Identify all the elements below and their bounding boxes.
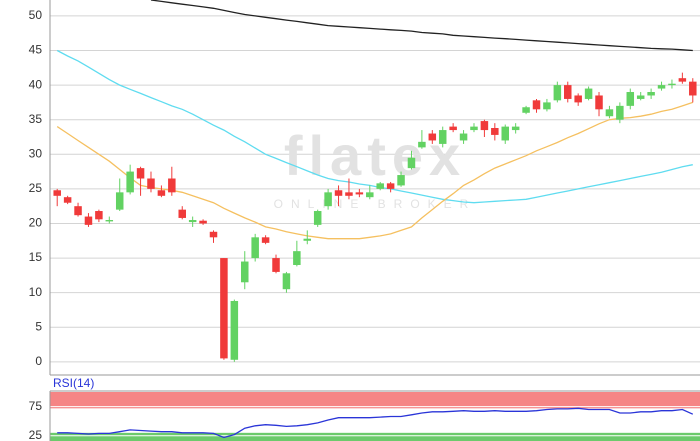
candle-body [261, 237, 270, 243]
y-tick-label: 30 [29, 146, 43, 160]
moving-average [150, 0, 693, 52]
candle-body [251, 237, 259, 259]
candle-body [355, 192, 364, 195]
candle-body [626, 92, 635, 106]
y-tick-label: 75 [29, 399, 43, 413]
y-tick-label: 40 [29, 77, 43, 91]
candle-body [293, 251, 301, 265]
candle-body [407, 157, 416, 169]
moving-average [56, 49, 693, 204]
candle-body [532, 100, 541, 110]
candle-body [147, 178, 155, 189]
candle-body [470, 126, 478, 131]
zone-band [50, 432, 700, 441]
candle-body [199, 220, 207, 224]
indicator-title: RSI(14) [53, 376, 94, 390]
candle-body [480, 121, 489, 131]
candle-body [668, 83, 676, 86]
y-tick-label: 25 [29, 428, 43, 441]
watermark-subtitle: ONLINE BROKER [274, 197, 477, 211]
candle-body [553, 85, 562, 101]
candle-body [522, 107, 530, 113]
candle-body [366, 192, 374, 198]
candle-body [595, 95, 603, 110]
candle-body [105, 220, 114, 222]
candle-body [397, 175, 405, 186]
candle-body [605, 109, 614, 117]
candle-body [168, 178, 176, 193]
candle-body [303, 238, 312, 241]
candle-body [272, 258, 280, 272]
candle-body [53, 190, 61, 196]
candle-body [678, 78, 687, 82]
candle-body [418, 141, 426, 148]
candle-body [136, 168, 145, 179]
candle-body [386, 183, 395, 189]
candle-body [241, 261, 249, 283]
candle-body [157, 190, 166, 196]
y-tick-label: 5 [35, 319, 42, 333]
candle-body [459, 133, 468, 141]
candle-body [449, 126, 457, 131]
candle-body [95, 211, 103, 220]
candle-body [126, 171, 134, 193]
candle-body [657, 85, 666, 89]
watermark: flatex [284, 124, 466, 187]
candle-body [230, 300, 239, 360]
y-tick-label: 20 [29, 216, 43, 230]
y-tick-label: 10 [29, 285, 43, 299]
plot [53, 0, 697, 362]
rsi-line [57, 407, 694, 439]
candle-body [564, 85, 572, 99]
y-tick-label: 45 [29, 43, 43, 57]
y-tick-label: 35 [29, 112, 43, 126]
candle-body [511, 126, 520, 131]
y-tick-label: 25 [29, 181, 43, 195]
candle-body [188, 220, 197, 223]
y-tick-label: 15 [29, 250, 43, 264]
candle-body [616, 105, 624, 120]
moving-average [56, 101, 694, 240]
candle-body [543, 102, 551, 110]
candle-body [428, 133, 437, 141]
candle-body [334, 190, 343, 196]
candle-body [324, 192, 332, 207]
zone-band [50, 392, 700, 409]
candle-body [74, 206, 82, 216]
candle-body [115, 192, 124, 210]
candle-body [574, 95, 582, 103]
candle-body [345, 192, 353, 196]
candle-body [220, 258, 228, 359]
candle-body [501, 126, 509, 141]
candle-body [178, 209, 186, 218]
y-tick-label: 0 [35, 354, 42, 368]
candle-body [491, 127, 499, 135]
candle-body [647, 92, 655, 96]
candle-body [636, 95, 645, 99]
y-tick-label: 50 [29, 8, 43, 22]
candle-body [689, 81, 697, 96]
candle-body [282, 273, 291, 290]
candle-body [84, 216, 93, 225]
candle-body [376, 183, 384, 189]
candle-body [438, 130, 447, 144]
candle-body [63, 197, 72, 203]
candle-body [584, 88, 593, 99]
candle-body [313, 211, 322, 225]
candle-body [209, 231, 218, 238]
